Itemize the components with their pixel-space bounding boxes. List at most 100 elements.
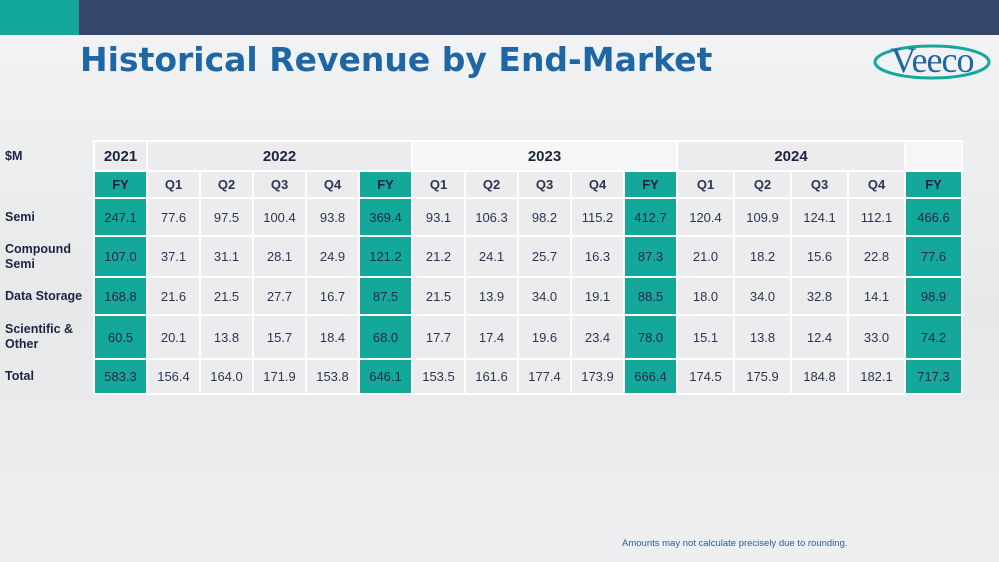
table-cell: 115.2	[570, 197, 625, 237]
year-2021: 2021	[93, 140, 148, 172]
col-header: Q3	[252, 170, 307, 199]
table-cell: 20.1	[146, 314, 201, 360]
table-cell: 646.1	[358, 358, 413, 395]
table-cell: 31.1	[199, 235, 254, 278]
table-cell: 18.2	[733, 235, 792, 278]
table-cell: 77.6	[146, 197, 201, 237]
table-cell: 74.2	[904, 314, 963, 360]
table-cell: 87.3	[623, 235, 678, 278]
table-cell: 184.8	[790, 358, 849, 395]
col-header: Q2	[733, 170, 792, 199]
table-row: Semi 247.1 77.6 97.5 100.4 93.8 369.4 93…	[2, 197, 963, 237]
table-cell: 98.2	[517, 197, 572, 237]
table-cell: 98.9	[904, 276, 963, 316]
table-cell: 34.0	[733, 276, 792, 316]
table-cell: 27.7	[252, 276, 307, 316]
table-cell: 15.7	[252, 314, 307, 360]
table-cell: 60.5	[93, 314, 148, 360]
table-cell: 37.1	[146, 235, 201, 278]
table-cell: 182.1	[847, 358, 906, 395]
year-2022: 2022	[146, 140, 413, 172]
table-cell: 21.6	[146, 276, 201, 316]
row-label: Data Storage	[5, 288, 83, 303]
table-cell: 93.1	[411, 197, 466, 237]
header-bar	[79, 0, 999, 35]
table-cell: 97.5	[199, 197, 254, 237]
col-header: FY	[93, 170, 148, 199]
table-cell: 18.0	[676, 276, 735, 316]
table-cell: 112.1	[847, 197, 906, 237]
table-cell: 168.8	[93, 276, 148, 316]
table-cell: 68.0	[358, 314, 413, 360]
table-cell: 107.0	[93, 235, 148, 278]
table-cell: 93.8	[305, 197, 360, 237]
year-2024: 2024	[676, 140, 906, 172]
table-cell: 177.4	[517, 358, 572, 395]
table-cell: 21.5	[411, 276, 466, 316]
table-cell: 19.1	[570, 276, 625, 316]
table-cell: 175.9	[733, 358, 792, 395]
table-cell: 121.2	[358, 235, 413, 278]
col-header: Q4	[305, 170, 360, 199]
row-label: Compound Semi	[5, 241, 71, 271]
col-header: Q2	[199, 170, 254, 199]
table-cell: 106.3	[464, 197, 519, 237]
table-cell: 87.5	[358, 276, 413, 316]
year-2023: 2023	[411, 140, 678, 172]
col-header: FY	[904, 170, 963, 199]
table-cell: 25.7	[517, 235, 572, 278]
period-header-row: FY Q1 Q2 Q3 Q4 FY Q1 Q2 Q3 Q4 FY Q1 Q2 Q…	[2, 170, 963, 199]
row-label: Total	[5, 369, 34, 383]
table-row-total: Total 583.3 156.4 164.0 171.9 153.8 646.…	[2, 358, 963, 395]
table-cell: 17.7	[411, 314, 466, 360]
header-accent-block	[0, 0, 79, 35]
footnote: Amounts may not calculate precisely due …	[622, 538, 848, 549]
table-cell: 77.6	[904, 235, 963, 278]
col-header: FY	[623, 170, 678, 199]
revenue-table: $M 2021 2022 2023 2024 FY Q1 Q2 Q3 Q4 FY…	[2, 140, 963, 395]
table-cell: 21.0	[676, 235, 735, 278]
table-cell: 21.5	[199, 276, 254, 316]
table-cell: 13.8	[733, 314, 792, 360]
table-cell: 18.4	[305, 314, 360, 360]
veeco-logo: Veeco	[872, 38, 992, 84]
table-cell: 12.4	[790, 314, 849, 360]
table-cell: 15.6	[790, 235, 849, 278]
table-cell: 13.8	[199, 314, 254, 360]
table-cell: 124.1	[790, 197, 849, 237]
col-header: Q2	[464, 170, 519, 199]
table-cell: 22.8	[847, 235, 906, 278]
table-cell: 16.3	[570, 235, 625, 278]
table-cell: 247.1	[93, 197, 148, 237]
table-cell: 78.0	[623, 314, 678, 360]
table-cell: 21.2	[411, 235, 466, 278]
table-cell: 717.3	[904, 358, 963, 395]
table-cell: 32.8	[790, 276, 849, 316]
table-cell: 173.9	[570, 358, 625, 395]
col-header: Q4	[847, 170, 906, 199]
col-header: Q1	[676, 170, 735, 199]
table-cell: 666.4	[623, 358, 678, 395]
table-cell: 153.8	[305, 358, 360, 395]
col-header: FY	[358, 170, 413, 199]
col-header: Q1	[411, 170, 466, 199]
page-title: Historical Revenue by End-Market	[80, 40, 713, 79]
col-header: Q4	[570, 170, 625, 199]
table-cell: 466.6	[904, 197, 963, 237]
row-label: Scientific & Other	[5, 322, 74, 351]
table-cell: 19.6	[517, 314, 572, 360]
table-cell: 109.9	[733, 197, 792, 237]
table-cell: 33.0	[847, 314, 906, 360]
table-cell: 24.9	[305, 235, 360, 278]
col-header: Q3	[790, 170, 849, 199]
logo-text: Veeco	[890, 40, 975, 80]
table-cell: 88.5	[623, 276, 678, 316]
row-label: Semi	[5, 209, 35, 224]
table-cell: 171.9	[252, 358, 307, 395]
col-header: Q1	[146, 170, 201, 199]
table-cell: 100.4	[252, 197, 307, 237]
table-cell: 34.0	[517, 276, 572, 316]
table-cell: 412.7	[623, 197, 678, 237]
table-cell: 161.6	[464, 358, 519, 395]
table-row: Compound Semi 107.0 37.1 31.1 28.1 24.9 …	[2, 235, 963, 278]
